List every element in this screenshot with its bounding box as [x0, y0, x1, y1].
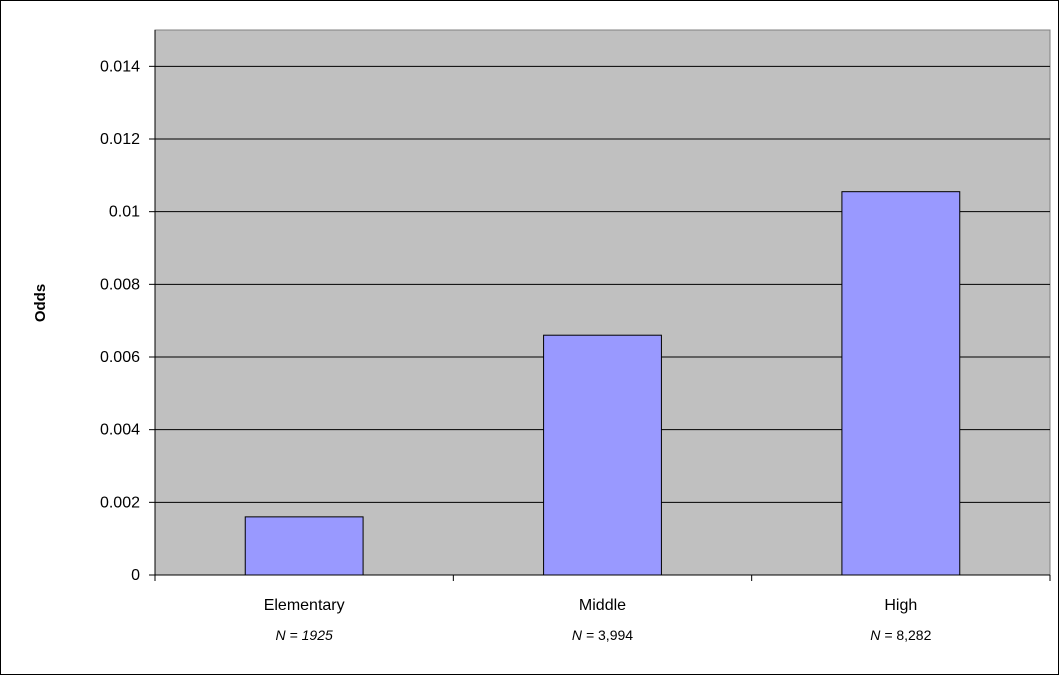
sample-size-symbol: N — [276, 627, 287, 643]
axes — [149, 30, 1051, 581]
y-axis-title: Odds — [32, 284, 49, 322]
bar-elementary — [244, 516, 364, 576]
sample-size-value: 1925 — [302, 627, 333, 643]
y-tick-label: 0.008 — [100, 276, 140, 293]
sample-size-equals: = — [286, 627, 302, 643]
sample-size-value: 8,282 — [896, 627, 931, 643]
x-category-label: Elementary — [264, 597, 345, 614]
x-category-label: High — [884, 597, 917, 614]
y-tick-label: 0.012 — [100, 131, 140, 148]
sample-size-note: N = 8,282 — [870, 627, 931, 643]
y-tick-label: 0.006 — [100, 349, 140, 366]
y-tick-label: 0.004 — [100, 422, 140, 439]
bars — [244, 191, 961, 576]
y-tick-label: 0.014 — [100, 58, 140, 75]
x-category-label: Middle — [579, 597, 626, 614]
sample-size-symbol: N — [572, 627, 583, 643]
y-tick-label: 0 — [131, 567, 140, 584]
y-tick-label: 0.002 — [100, 494, 140, 511]
bar-middle — [543, 334, 662, 576]
labels: 0 0.002 0.004 0.006 0.008 0.01 0.012 0.014 Eleme… — [100, 58, 932, 643]
sample-size-symbol: N — [870, 627, 881, 643]
sample-size-note: N = 1925 — [276, 627, 333, 643]
sample-size-note: N = 3,994 — [572, 627, 633, 643]
sample-size-value: 3,994 — [598, 627, 633, 643]
sample-size-equals: = — [880, 627, 896, 643]
bar-high — [841, 191, 961, 576]
y-tick-label: 0.01 — [109, 204, 140, 221]
sample-size-equals: = — [582, 627, 598, 643]
